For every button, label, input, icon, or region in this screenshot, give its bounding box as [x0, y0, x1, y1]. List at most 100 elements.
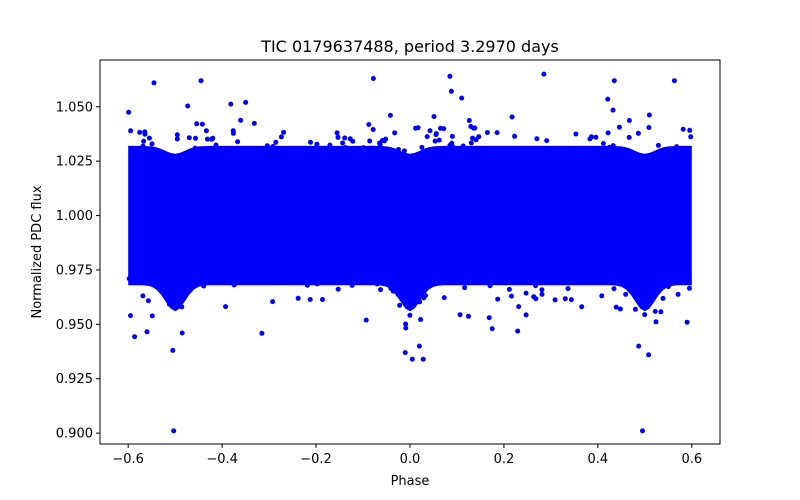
y-tick-label: 0.925: [56, 372, 93, 387]
data-point: [653, 319, 659, 325]
data-point: [407, 312, 413, 318]
data-point: [556, 276, 562, 282]
data-point: [512, 133, 518, 139]
x-tick-label: −0.2: [300, 452, 332, 467]
data-point: [441, 149, 447, 155]
data-point: [467, 277, 473, 283]
data-point: [617, 306, 623, 312]
data-point: [539, 287, 545, 293]
data-point: [573, 131, 579, 137]
data-point: [146, 135, 152, 141]
data-point: [137, 129, 143, 135]
data-point: [632, 283, 638, 289]
data-point: [667, 148, 673, 154]
y-tick-label: 1.025: [56, 155, 93, 170]
data-point: [642, 312, 648, 318]
data-point: [423, 293, 429, 299]
x-tick-label: 0.2: [494, 452, 515, 467]
data-point: [432, 138, 438, 144]
x-axis-label: Phase: [391, 474, 430, 489]
data-point: [544, 138, 550, 144]
data-point: [270, 299, 276, 305]
data-point: [688, 134, 694, 140]
data-point: [552, 297, 558, 303]
data-point: [199, 121, 205, 127]
data-point: [427, 128, 433, 134]
data-point: [646, 112, 652, 118]
data-point: [363, 317, 369, 323]
data-point: [259, 330, 265, 336]
data-point: [335, 134, 341, 140]
data-point: [231, 282, 237, 288]
data-point: [141, 148, 147, 154]
data-point: [173, 300, 179, 306]
data-point: [298, 150, 303, 156]
data-point: [593, 134, 599, 140]
data-point: [431, 114, 437, 119]
outlier-point: [179, 330, 185, 336]
data-point: [335, 286, 341, 292]
x-tick-label: 0.0: [400, 452, 421, 467]
data-point: [506, 286, 512, 292]
data-point: [579, 304, 585, 310]
data-point: [176, 276, 182, 282]
data-point: [264, 143, 270, 149]
data-point: [145, 298, 151, 304]
data-point: [565, 286, 571, 292]
data-point: [445, 277, 451, 283]
data-point: [235, 139, 241, 145]
outlier-point: [409, 356, 415, 362]
data-point: [273, 139, 279, 145]
data-points: [126, 71, 694, 434]
y-tick-label: 0.975: [56, 263, 93, 278]
data-point: [270, 144, 276, 149]
data-point: [570, 276, 576, 282]
data-point: [350, 138, 356, 144]
data-point: [360, 145, 366, 151]
data-point: [403, 321, 409, 327]
data-point: [466, 118, 472, 123]
data-point: [417, 284, 423, 289]
data-point: [387, 112, 393, 118]
data-point: [484, 130, 490, 135]
data-point: [327, 142, 333, 148]
data-point: [230, 128, 236, 134]
data-point: [674, 144, 680, 150]
data-point: [658, 309, 664, 315]
outlier-point: [402, 350, 408, 356]
data-point: [403, 325, 409, 331]
data-point: [448, 88, 454, 94]
data-point: [174, 136, 180, 142]
data-point: [494, 130, 500, 136]
data-point: [675, 291, 681, 297]
data-point: [316, 279, 322, 285]
data-point: [687, 285, 692, 291]
outlier-point: [636, 343, 642, 349]
data-point: [342, 135, 348, 141]
data-point: [209, 136, 215, 142]
data-point: [397, 302, 403, 308]
data-point: [413, 125, 419, 131]
data-point: [401, 148, 407, 154]
data-point: [633, 291, 639, 296]
y-axis-label: Normalized PDC flux: [30, 185, 45, 318]
y-tick-label: 0.950: [56, 318, 93, 333]
data-point: [523, 312, 529, 318]
outlier-point: [671, 78, 677, 84]
data-point: [396, 147, 401, 152]
data-point: [131, 148, 137, 154]
data-point: [169, 278, 175, 284]
data-point: [141, 138, 147, 144]
outlier-point: [646, 352, 652, 358]
chart-title: TIC 0179637488, period 3.2970 days: [260, 37, 559, 56]
data-point: [652, 308, 658, 314]
data-point: [462, 285, 468, 291]
data-point: [194, 121, 200, 127]
data-point: [267, 147, 273, 153]
data-point: [424, 134, 430, 140]
data-point: [446, 149, 452, 155]
data-point: [424, 149, 430, 155]
y-axis-ticks: 0.900 0.925 0.950 0.975 1.000 1.025 1.050: [56, 100, 100, 442]
data-point: [660, 295, 666, 301]
outlier-point: [684, 319, 690, 325]
